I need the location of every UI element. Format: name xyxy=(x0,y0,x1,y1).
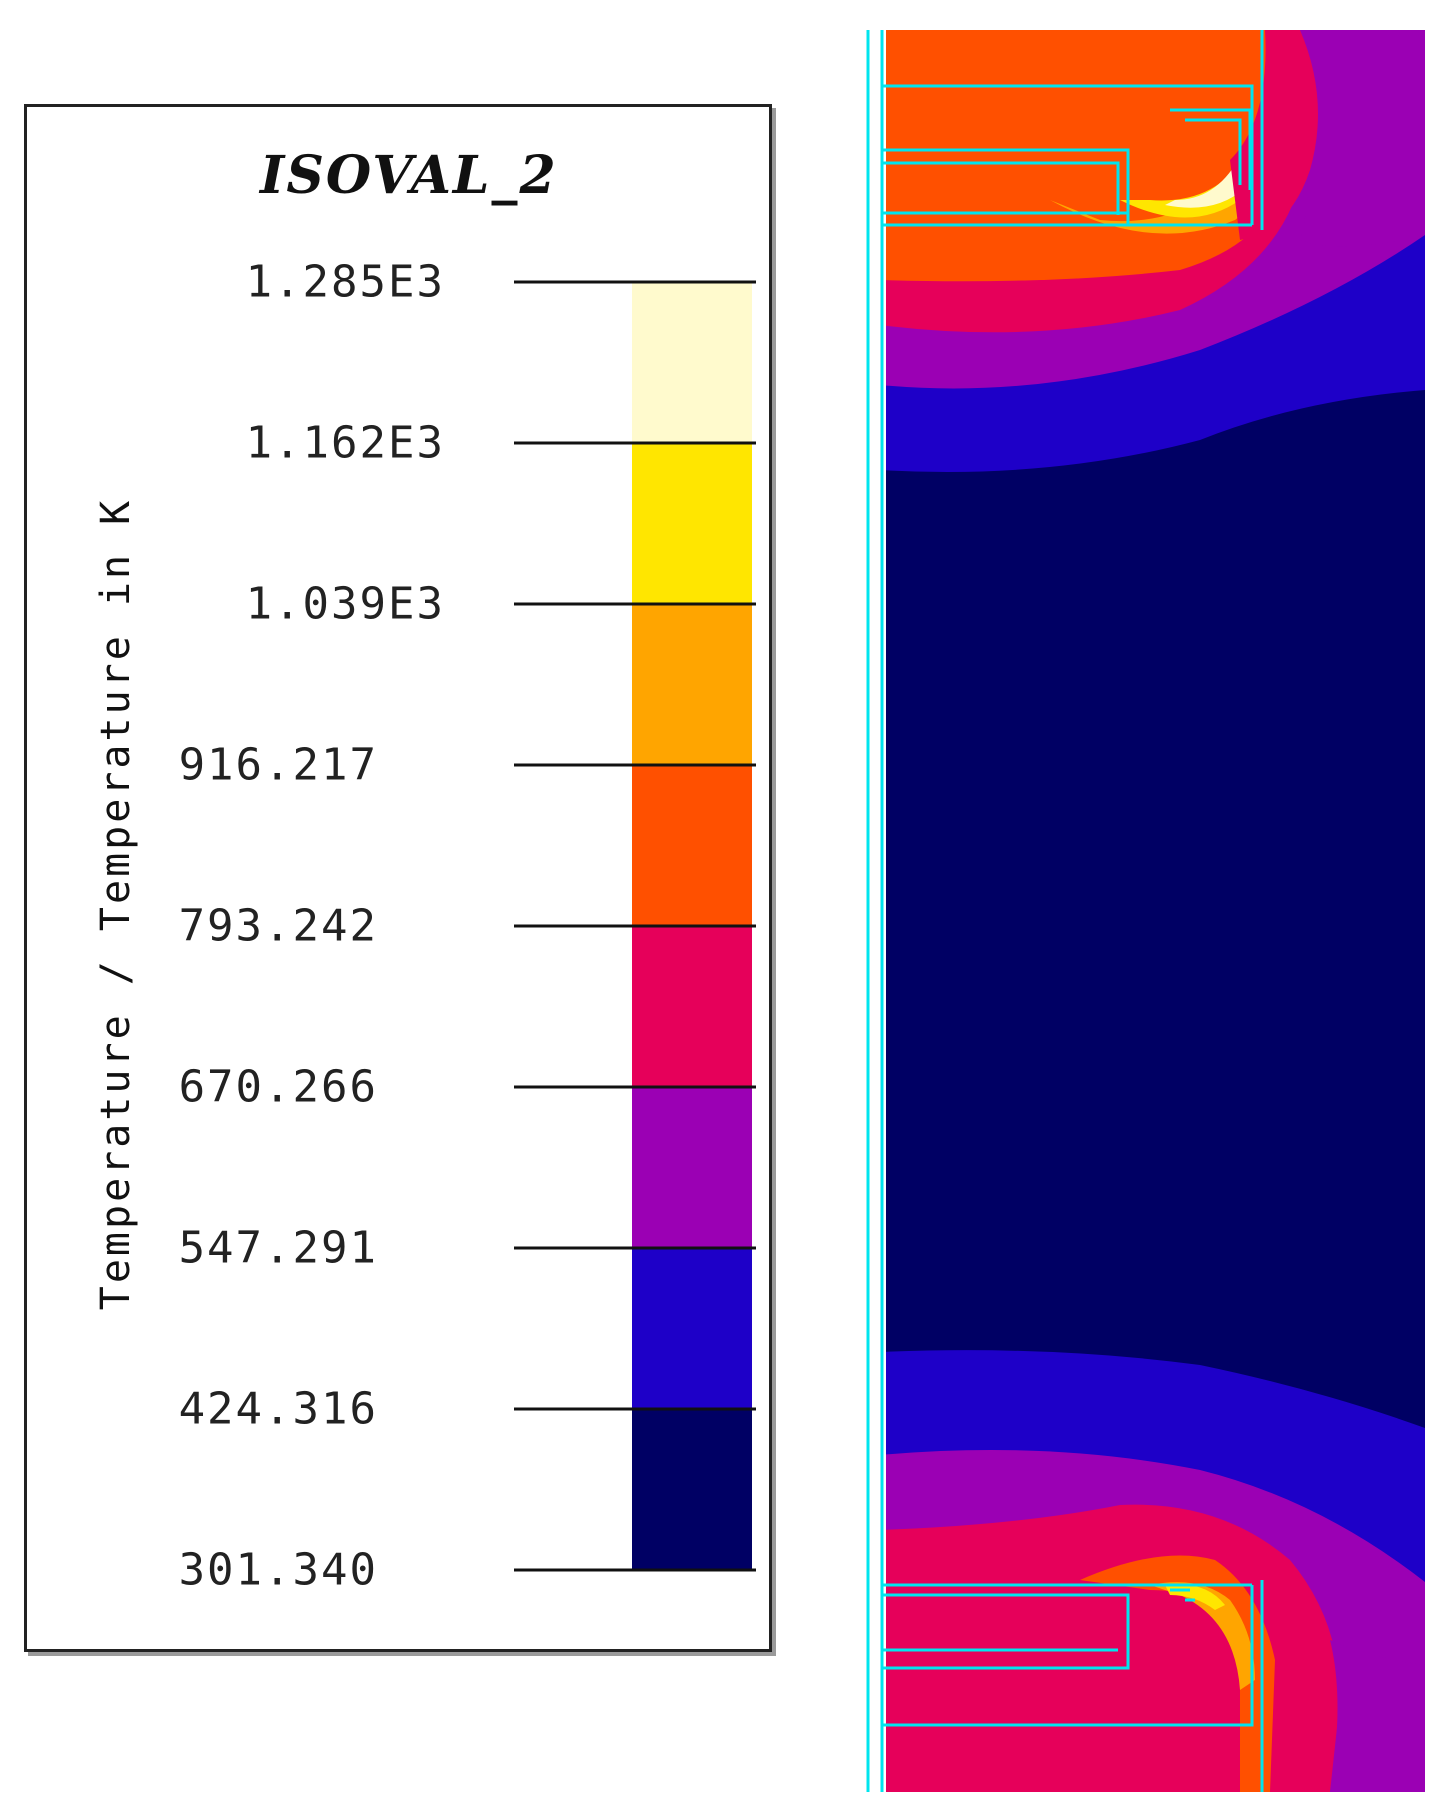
geometry-line xyxy=(882,1585,1254,1727)
colorbar-tick-label: 916.217 xyxy=(178,739,378,791)
field-band-yellow-top xyxy=(1120,155,1262,218)
colorbar-tick-label: 1.039E3 xyxy=(245,578,445,630)
colorbar-band xyxy=(632,1248,752,1409)
geometry-line xyxy=(882,161,1120,215)
geometry-line xyxy=(1185,118,1242,185)
colorbar-tick-label: 547.291 xyxy=(178,1222,378,1274)
colorbar-band xyxy=(632,926,752,1087)
geometry-lines xyxy=(866,30,1264,1792)
field-band-pale-top xyxy=(1165,160,1245,208)
colorbar-band xyxy=(632,1409,752,1570)
field-band-orange-red-top xyxy=(880,30,1285,282)
colorbar-tick-label: 424.316 xyxy=(178,1383,378,1435)
geometry-line xyxy=(882,1593,1130,1650)
legend-title: ISOVAL_2 xyxy=(260,145,558,206)
geometry-line xyxy=(882,84,1254,225)
colorbar xyxy=(514,280,756,1572)
colorbar-band xyxy=(632,604,752,765)
field-band-orange-top xyxy=(1050,150,1275,234)
colorbar-band xyxy=(632,1087,752,1248)
temperature-field xyxy=(880,30,1425,1792)
colorbar-band xyxy=(632,765,752,926)
colorbar-tick-label: 301.340 xyxy=(178,1544,378,1596)
colorbar-band xyxy=(632,443,752,604)
geometry-line xyxy=(1170,108,1252,190)
colorbar-tick-label: 1.285E3 xyxy=(245,256,445,308)
field-band-purple-column-bottom xyxy=(1330,1640,1425,1792)
colorbar-tick-label: 793.242 xyxy=(178,900,378,952)
geometry-line xyxy=(882,148,1130,225)
colorbar-band xyxy=(632,282,752,443)
colorbar-tick-label: 1.162E3 xyxy=(245,417,445,469)
geometry-line xyxy=(882,1650,1130,1670)
colorbar-tick-label: 670.266 xyxy=(178,1061,378,1113)
field-band-orange-bottom xyxy=(1150,1582,1255,1690)
